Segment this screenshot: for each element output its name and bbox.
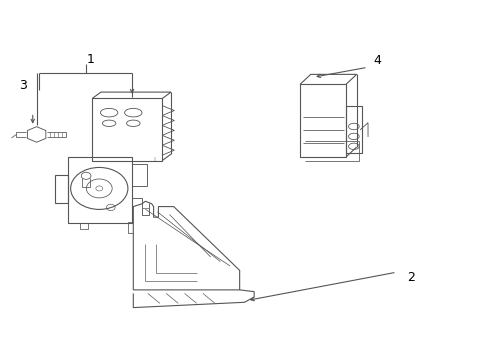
Text: 2: 2 [407, 271, 414, 284]
Text: 3: 3 [19, 78, 27, 91]
Text: 1: 1 [86, 53, 94, 66]
Text: 4: 4 [373, 54, 381, 67]
